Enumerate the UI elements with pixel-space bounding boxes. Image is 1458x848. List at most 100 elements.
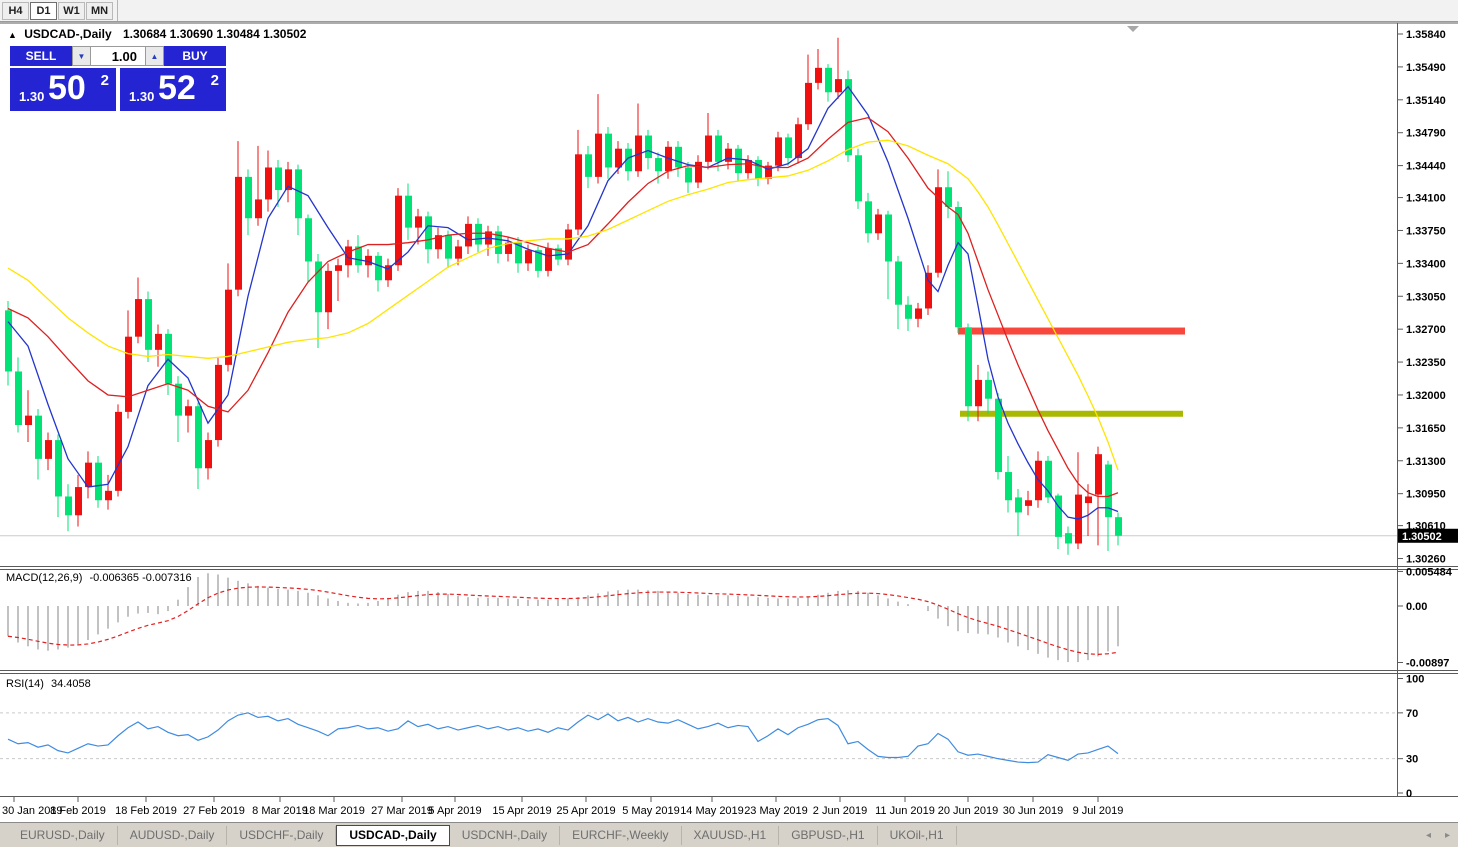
volume-input[interactable]: 1.00 xyxy=(91,46,145,66)
candle-body xyxy=(585,154,592,177)
chart-canvas[interactable]: 1.35840 1.35490 1.35140 1.34790 1.34440 1.341… xyxy=(0,22,1458,822)
chart-tab-usdcnh[interactable]: USDCNH-,Daily xyxy=(450,825,561,845)
tab-scroll-left-icon[interactable]: ◂ xyxy=(1425,830,1431,841)
macd-name: MACD(12,26,9) xyxy=(6,572,83,584)
candle-body xyxy=(745,159,752,174)
volume-increase-icon[interactable]: ▲ xyxy=(145,46,164,66)
candle-body xyxy=(515,242,522,264)
time-label: 8 Feb 2019 xyxy=(50,805,106,817)
rsi-axis-label: 100 xyxy=(1406,674,1424,686)
rsi-level-lines xyxy=(0,712,1397,760)
time-label: 27 Mar 2019 xyxy=(371,805,433,817)
time-label: 11 Jun 2019 xyxy=(875,805,935,817)
candle-body xyxy=(865,201,872,234)
candle-body xyxy=(195,406,202,469)
chart-tab-usdcad[interactable]: USDCAD-,Daily xyxy=(336,824,450,846)
candle-body xyxy=(225,289,232,365)
candle-body xyxy=(105,490,112,501)
rsi-indicator-label[interactable]: RSI(14) 34.4058 xyxy=(6,678,91,690)
candle-body xyxy=(475,223,482,245)
chart-tabs: EURUSD-,Daily AUDUSD-,Daily USDCHF-,Daily U… xyxy=(8,824,957,846)
resistance-line[interactable] xyxy=(958,327,1185,335)
rsi-value: 34.4058 xyxy=(50,678,91,690)
candle-body xyxy=(455,246,462,259)
chart-tab-eurusd[interactable]: EURUSD-,Daily xyxy=(8,825,118,845)
candle-body xyxy=(815,67,822,83)
chart-tab-usdchf[interactable]: USDCHF-,Daily xyxy=(227,825,337,845)
chart-tabs-bar: EURUSD-,Daily AUDUSD-,Daily USDCHF-,Daily U… xyxy=(0,822,1458,847)
chart-ohlc-quotes: 1.30684 1.30690 1.30484 1.30502 xyxy=(122,27,307,41)
candle-body xyxy=(1085,496,1092,504)
candle-body xyxy=(625,148,632,172)
time-label: 5 Apr 2019 xyxy=(428,805,481,817)
candle-body xyxy=(75,487,82,516)
chart-tab-gbpusd[interactable]: GBPUSD-,H1 xyxy=(779,825,878,845)
rsi-line xyxy=(7,712,1119,764)
rsi-axis-label: 70 xyxy=(1406,708,1418,720)
price-label: 1.35840 xyxy=(1406,29,1446,41)
candle-body xyxy=(145,299,152,350)
candle-body xyxy=(125,336,132,412)
timeframe-button-mn[interactable]: MN xyxy=(86,1,113,20)
candle-body xyxy=(955,206,962,328)
candle-body xyxy=(835,79,842,93)
bid-price-big: 50 xyxy=(48,69,86,107)
price-axis: 1.35840 1.35490 1.35140 1.34790 1.34440 1.341… xyxy=(1398,29,1458,566)
candle-body xyxy=(595,133,602,177)
tab-scroll-arrows: ◂ ▸ xyxy=(1426,823,1450,848)
timeframe-button-h4[interactable]: H4 xyxy=(2,1,29,20)
rsi-axis-label: 0 xyxy=(1406,788,1412,800)
macd-signal-line xyxy=(7,586,1119,655)
candle-body xyxy=(915,308,922,319)
support-line[interactable] xyxy=(960,410,1183,417)
volume-decrease-icon[interactable]: ▼ xyxy=(72,46,91,66)
bid-price-button[interactable]: 1.30 50 2 xyxy=(10,68,116,111)
time-label: 30 Jun 2019 xyxy=(1003,805,1064,817)
macd-axis-label: -0.00897 xyxy=(1406,658,1449,670)
candle-body xyxy=(925,272,932,309)
chart-tab-eurchf[interactable]: EURCHF-,Weekly xyxy=(560,825,682,845)
sell-button[interactable]: SELL xyxy=(10,46,72,68)
collapse-triangle-icon[interactable]: ▲ xyxy=(8,30,17,40)
candle-body xyxy=(345,246,352,266)
candle-body xyxy=(505,242,512,254)
candle-body xyxy=(555,248,562,260)
timeframe-button-w1[interactable]: W1 xyxy=(58,1,85,20)
candle-body xyxy=(1115,517,1122,536)
candle-body xyxy=(405,195,412,228)
candle-body xyxy=(875,214,882,234)
candle-body xyxy=(495,231,502,254)
candle-body xyxy=(325,270,332,313)
candle-body xyxy=(575,154,582,230)
buy-button[interactable]: BUY xyxy=(164,46,226,68)
ask-price-small: 1.30 xyxy=(129,89,155,104)
price-label: 1.33400 xyxy=(1406,258,1446,270)
time-label: 9 Jul 2019 xyxy=(1073,805,1124,817)
price-label: 1.33050 xyxy=(1406,291,1446,303)
time-label: 5 May 2019 xyxy=(622,805,679,817)
candle-body xyxy=(65,496,72,516)
candle-body xyxy=(715,135,722,162)
ask-price-big: 52 xyxy=(158,69,196,107)
candle-body xyxy=(1045,460,1052,498)
chart-tab-xauusd[interactable]: XAUUSD-,H1 xyxy=(682,825,780,845)
macd-indicator-label[interactable]: MACD(12,26,9) -0.006365 -0.007316 xyxy=(6,572,192,584)
candle-body xyxy=(885,214,892,262)
one-click-trade-panel: SELL ▼ 1.00 ▲ BUY 1.30 50 2 1.30 52 2 xyxy=(10,46,226,111)
bid-price-tag-label: 1.30502 xyxy=(1402,531,1442,543)
tab-scroll-right-icon[interactable]: ▸ xyxy=(1444,830,1450,841)
chart-tab-audusd[interactable]: AUDUSD-,Daily xyxy=(118,825,228,845)
candle-body xyxy=(535,250,542,271)
candle-body xyxy=(95,462,102,501)
candle-body xyxy=(685,167,692,183)
ask-price-button[interactable]: 1.30 52 2 xyxy=(120,68,226,111)
candle-body xyxy=(985,379,992,399)
time-label: 15 Apr 2019 xyxy=(492,805,551,817)
chart-shift-marker-icon[interactable] xyxy=(1127,26,1139,32)
candle-body xyxy=(85,462,92,488)
timeframe-button-d1[interactable]: D1 xyxy=(30,1,57,20)
chart-tab-ukoil[interactable]: UKOil-,H1 xyxy=(878,825,957,845)
chart-title: ▲ USDCAD-,Daily 1.30684 1.30690 1.30484 … xyxy=(8,27,306,41)
candle-body xyxy=(385,265,392,281)
